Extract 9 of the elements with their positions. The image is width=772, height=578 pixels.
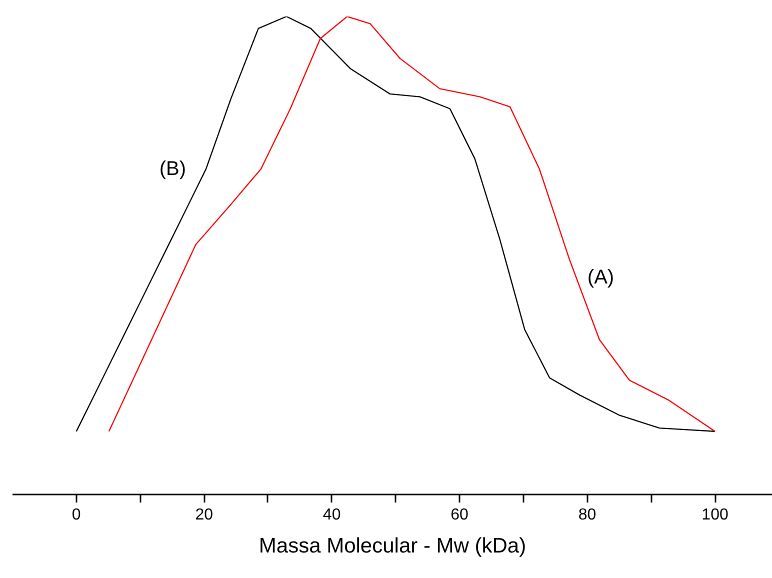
x-tick-label: 40	[322, 506, 341, 524]
x-tick-label: 80	[578, 506, 596, 524]
series-label: (A)	[587, 266, 614, 288]
x-tick-label: 0	[72, 506, 81, 524]
x-axis-title: Massa Molecular - Mw (kDa)	[258, 534, 526, 558]
x-tick-label: 20	[195, 506, 214, 524]
series-label: (B)	[159, 158, 186, 180]
x-tick-label: 60	[450, 506, 469, 524]
x-tick-label: 100	[702, 506, 728, 524]
